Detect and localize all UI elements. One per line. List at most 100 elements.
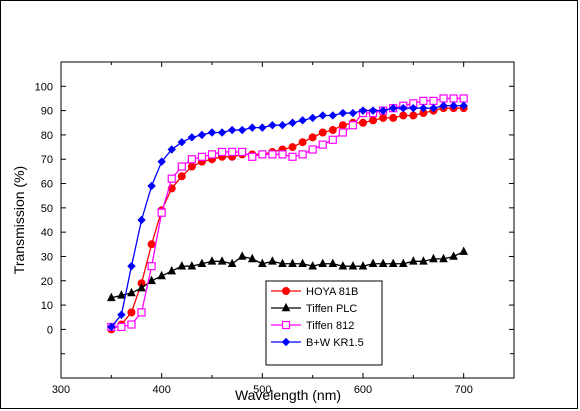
data-point	[177, 138, 187, 147]
data-point	[127, 287, 136, 297]
data-point	[338, 108, 348, 118]
y-tick-label: 30	[41, 251, 53, 263]
data-point	[197, 130, 207, 140]
data-point	[328, 111, 338, 120]
data-point	[227, 258, 237, 268]
data-point	[318, 128, 327, 137]
data-point	[167, 265, 177, 275]
data-point	[278, 150, 287, 159]
series-b-w-kr1-5	[107, 101, 468, 332]
data-point	[388, 258, 398, 268]
data-point	[147, 181, 156, 191]
data-point	[238, 147, 247, 157]
data-point	[308, 145, 317, 154]
data-point	[248, 123, 257, 132]
data-point	[278, 258, 287, 268]
legend-label: Tiffen PLC	[306, 303, 357, 315]
data-point	[449, 101, 458, 110]
data-point	[217, 147, 227, 157]
data-point	[459, 246, 468, 255]
data-point	[258, 123, 267, 132]
data-point	[187, 155, 196, 164]
data-point	[389, 113, 398, 122]
data-point	[157, 157, 166, 166]
data-point	[348, 261, 358, 270]
data-point	[318, 111, 327, 120]
data-point	[147, 240, 156, 249]
data-point	[459, 101, 468, 110]
data-point	[429, 103, 438, 113]
data-point	[281, 337, 291, 347]
data-point	[318, 140, 327, 149]
data-point	[187, 162, 196, 171]
data-point	[338, 261, 348, 270]
y-tick-label: 50	[41, 203, 53, 215]
data-point	[409, 111, 418, 120]
data-point	[388, 103, 398, 113]
x-tick-label: 600	[354, 384, 372, 396]
data-point	[459, 94, 468, 103]
data-point	[127, 308, 136, 317]
data-point	[268, 150, 277, 159]
data-point	[258, 150, 267, 159]
data-point	[137, 282, 146, 292]
data-point	[419, 103, 428, 113]
x-tick-label: 400	[152, 384, 170, 396]
data-point	[137, 215, 146, 225]
data-point	[298, 150, 307, 159]
data-point	[282, 287, 290, 295]
data-point	[409, 103, 418, 113]
data-point	[449, 94, 458, 103]
data-point	[359, 118, 367, 127]
data-point	[207, 256, 217, 265]
series-layer	[107, 94, 468, 334]
data-point	[281, 302, 291, 312]
data-point	[281, 320, 291, 330]
data-point	[197, 152, 207, 161]
data-point	[439, 101, 448, 110]
data-point	[298, 116, 307, 125]
data-point	[288, 152, 297, 161]
x-axis-title: Wavelength (nm)	[235, 387, 341, 403]
data-point	[247, 253, 257, 263]
data-point	[207, 128, 217, 137]
data-point	[368, 258, 378, 268]
legend-box	[265, 280, 383, 366]
data-point	[348, 121, 358, 130]
axes: 300 400 500 600 700 0 10 20 30 40 50 60 70 80 90 100	[35, 61, 515, 396]
data-point	[217, 256, 227, 265]
data-point	[419, 256, 428, 265]
legend-label: B+W KR1.5	[306, 337, 364, 349]
data-point	[268, 256, 277, 265]
y-tick-label: 70	[41, 154, 53, 166]
data-point	[248, 152, 257, 161]
data-point	[439, 94, 448, 103]
data-point	[227, 125, 237, 135]
y-tick-label: 60	[41, 179, 53, 191]
data-point	[378, 258, 388, 268]
data-point	[207, 150, 217, 159]
data-point	[368, 106, 378, 115]
y-tick-label: 90	[41, 106, 53, 118]
x-tick-label: 700	[454, 384, 472, 396]
data-point	[258, 258, 267, 268]
data-point	[439, 253, 448, 263]
data-point	[399, 111, 408, 120]
x-tick-label: 300	[52, 384, 70, 396]
data-point	[399, 103, 408, 113]
data-point	[127, 261, 136, 271]
data-point	[147, 262, 156, 271]
data-point	[237, 251, 247, 260]
data-point	[369, 116, 378, 125]
data-point	[237, 125, 247, 135]
data-point	[298, 258, 307, 268]
data-point	[288, 143, 297, 152]
data-point	[298, 138, 307, 147]
data-point	[308, 133, 317, 142]
data-point	[398, 258, 408, 268]
series-tiffen-plc	[107, 246, 468, 302]
data-point	[348, 108, 358, 118]
data-point	[429, 96, 438, 105]
data-point	[318, 258, 328, 268]
